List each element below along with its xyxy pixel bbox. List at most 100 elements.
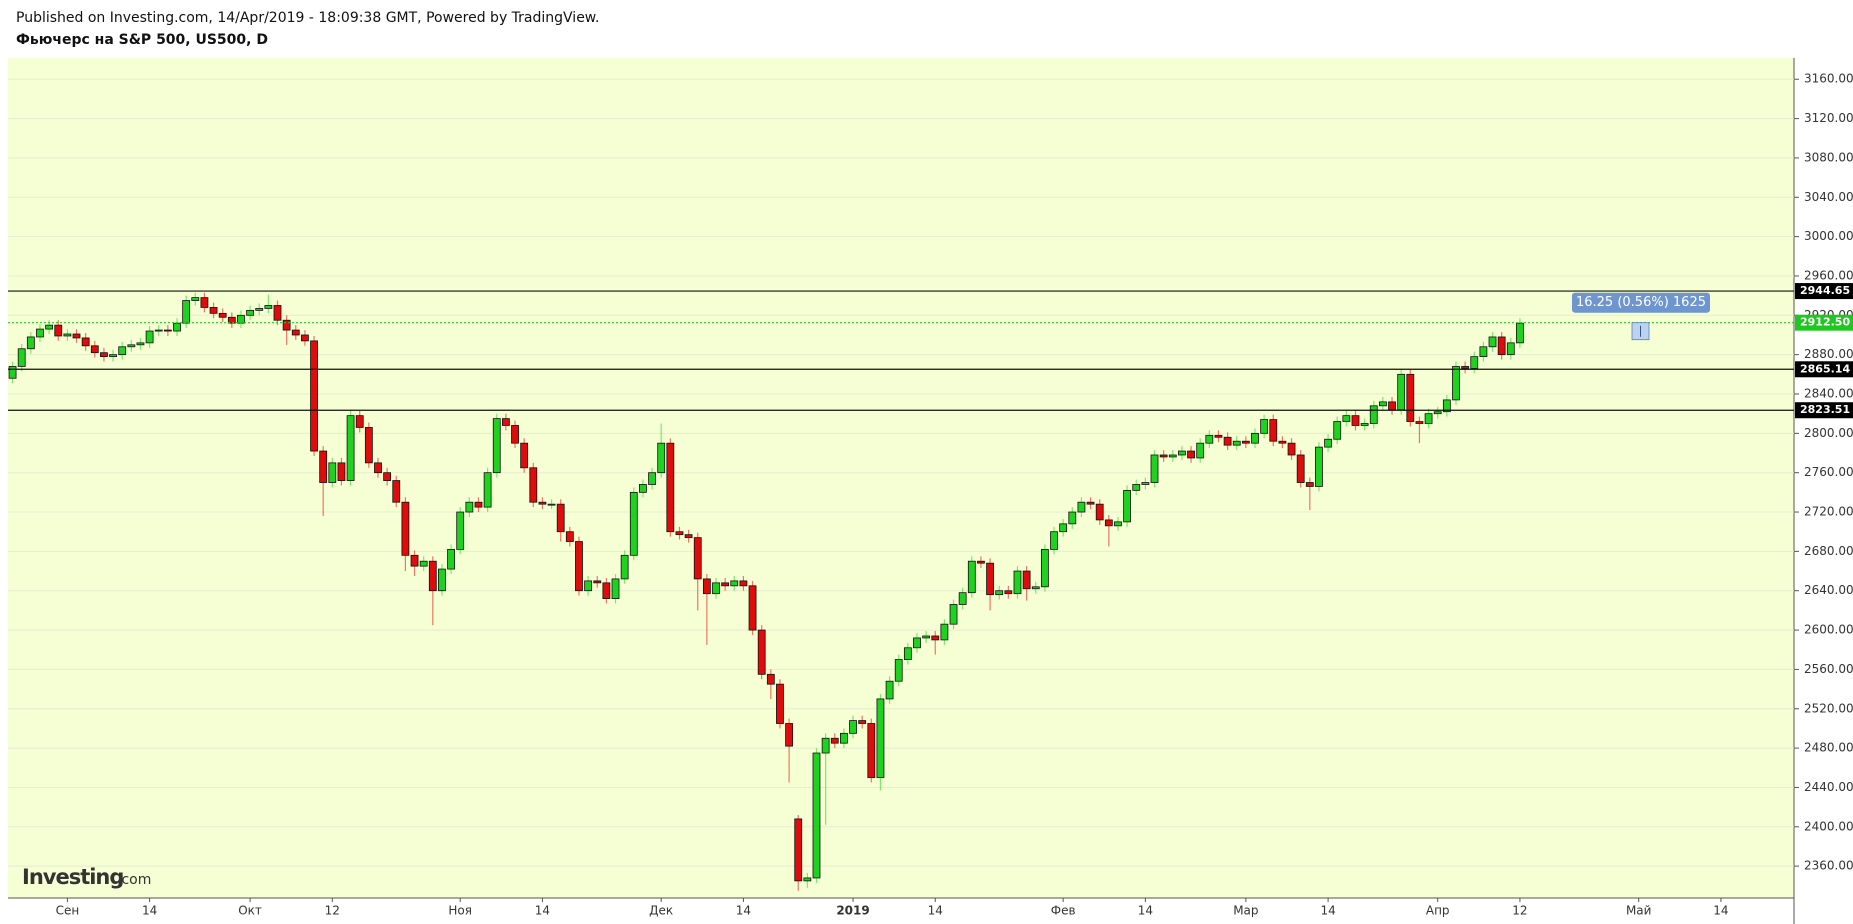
candle-body	[465, 501, 474, 513]
candle-body	[428, 560, 437, 592]
symbol-title: Фьючерс на S&P 500, US500, D	[16, 32, 268, 48]
candle-body	[310, 340, 318, 452]
candle-body	[1470, 356, 1479, 369]
candle-body	[1013, 570, 1022, 595]
candle-body	[529, 467, 538, 503]
candle-body	[702, 578, 711, 595]
candle-body	[867, 723, 876, 779]
candle-body	[1050, 531, 1058, 550]
candle-body	[346, 415, 355, 481]
candle-body	[1324, 438, 1332, 448]
candle-body	[1040, 549, 1049, 588]
annotation-box	[1572, 292, 1710, 313]
candle-body	[1452, 366, 1460, 401]
candle-body	[1415, 421, 1424, 424]
candle-body	[26, 336, 35, 350]
candle-body	[712, 582, 720, 595]
last-price-label: 2912.50	[1800, 316, 1850, 329]
level-label: 2823.51	[1800, 403, 1850, 416]
y-tick-label: 3160.00	[1804, 72, 1853, 86]
candle-body	[81, 337, 90, 347]
candle-body	[940, 623, 949, 641]
x-tick-label: 14	[1320, 904, 1335, 918]
candle-body	[90, 345, 99, 354]
candle-body	[666, 442, 675, 533]
candle-body	[1351, 415, 1360, 426]
candle-body	[1260, 419, 1269, 434]
candle-body	[355, 415, 364, 428]
candle-body	[191, 297, 200, 301]
candle-body	[63, 333, 72, 337]
candle-body	[483, 472, 492, 508]
candle-body	[547, 503, 556, 506]
candle-body	[1296, 454, 1305, 483]
candle-body	[1461, 366, 1470, 369]
candle-body	[1397, 373, 1406, 411]
level-label-bg	[1795, 361, 1853, 378]
candle-body	[794, 818, 803, 882]
candle-body	[438, 568, 446, 592]
candle-body	[127, 344, 136, 348]
candle-body	[1086, 501, 1095, 505]
candle-body	[209, 307, 218, 314]
candle-body	[1488, 336, 1497, 348]
candle-body	[995, 590, 1004, 596]
candle-body	[575, 541, 583, 592]
candle-body	[1168, 454, 1177, 458]
candle-body	[556, 503, 565, 533]
y-tick-label: 3120.00	[1804, 111, 1853, 125]
candle-body	[1114, 521, 1122, 527]
candle-body	[1095, 503, 1104, 521]
candle-body	[173, 322, 181, 332]
candle-body	[145, 330, 154, 344]
candle-body	[931, 635, 940, 641]
x-tick-label: Ноя	[448, 904, 472, 918]
y-tick-label: 2560.00	[1804, 662, 1853, 676]
candle-body	[958, 592, 967, 605]
candle-body	[474, 501, 483, 508]
candle-body	[1004, 590, 1013, 595]
candle-body	[1433, 411, 1442, 415]
candle-body	[885, 680, 894, 700]
candle-body	[520, 442, 529, 469]
candle-body	[511, 425, 519, 444]
x-tick-label: 12	[1512, 904, 1527, 918]
candle-body	[757, 629, 766, 675]
y-tick-label: 2840.00	[1804, 387, 1853, 401]
logo: Investing	[22, 865, 123, 889]
candle-body	[36, 328, 44, 338]
candle-body	[730, 580, 739, 587]
candle-body	[776, 683, 784, 724]
candle-body	[1031, 586, 1040, 590]
x-tick-label: Дек	[649, 904, 673, 918]
candle-body	[1442, 399, 1451, 413]
level-label: 2944.65	[1800, 284, 1850, 297]
y-tick-label: 2400.00	[1804, 819, 1853, 833]
y-tick-label: 3000.00	[1804, 229, 1853, 243]
candle-body	[1196, 442, 1205, 459]
candle-body	[1506, 342, 1515, 356]
candle-body	[593, 580, 602, 584]
candle-body	[182, 300, 191, 324]
candle-body	[1424, 413, 1433, 424]
candle-body	[337, 462, 346, 481]
candle-body	[565, 531, 574, 542]
candle-body	[684, 534, 693, 539]
candle-body	[675, 531, 684, 536]
x-tick-label: 2019	[836, 904, 869, 918]
candle-body	[328, 462, 337, 483]
candle-body	[657, 442, 666, 474]
y-tick-label: 2800.00	[1804, 426, 1853, 440]
y-tick-label: 2480.00	[1804, 741, 1853, 755]
candle-body	[54, 324, 63, 337]
candle-body	[849, 720, 857, 734]
candle-body	[721, 582, 730, 587]
candle-body	[447, 549, 455, 570]
candle-body	[401, 501, 410, 556]
candle-body	[1232, 440, 1241, 446]
y-tick-label: 2760.00	[1804, 465, 1853, 479]
candle-body	[374, 462, 382, 474]
x-tick-label: 14	[1138, 904, 1153, 918]
x-tick-label: Мар	[1233, 904, 1258, 918]
